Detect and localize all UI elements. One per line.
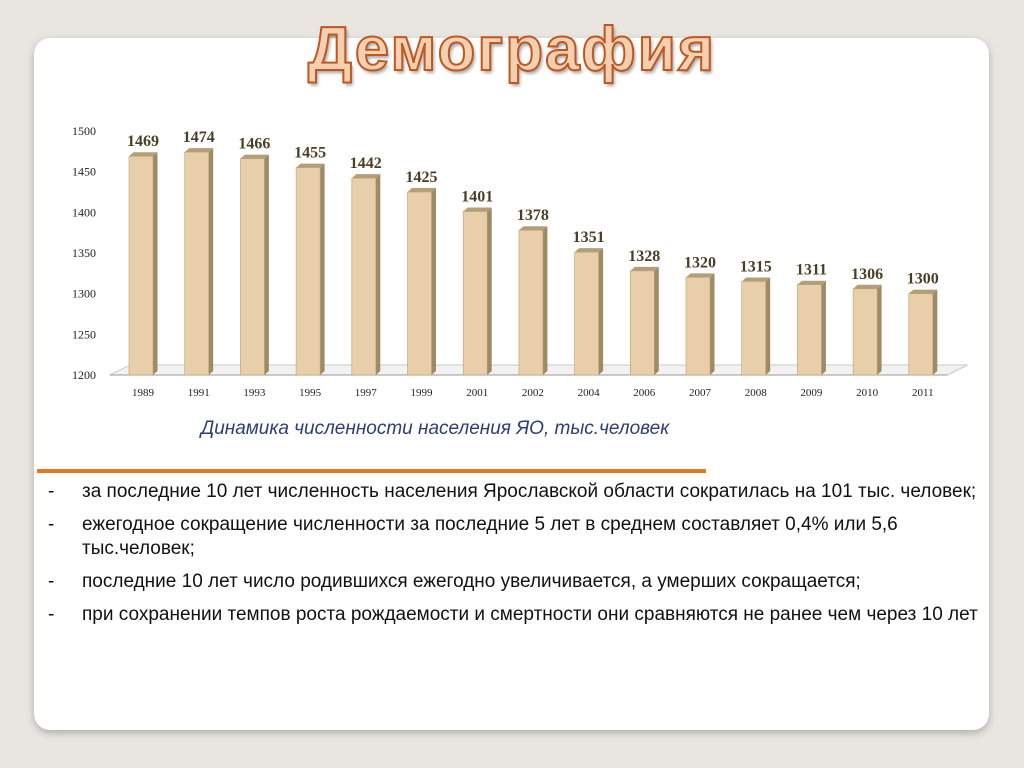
x-tick-label: 2001 (466, 387, 488, 399)
bar-side (542, 226, 548, 375)
bar (518, 229, 544, 376)
bullet-text: при сохранении темпов роста рождаемости … (82, 604, 978, 625)
bullet-text: за последние 10 лет численность населени… (82, 481, 977, 502)
bar-top (741, 277, 771, 282)
bar-side (375, 174, 381, 375)
bullet-item: - последние 10 лет число родившихся ежего… (48, 570, 978, 594)
bar-top (686, 273, 715, 278)
data-label: 1455 (294, 145, 326, 162)
data-label: 1425 (406, 169, 438, 186)
bar-top (797, 280, 826, 285)
y-tick-label: 1200 (72, 368, 96, 382)
bar-top (240, 154, 269, 159)
bar-side (877, 284, 882, 375)
y-tick-label: 1500 (72, 124, 96, 138)
bar (685, 277, 711, 376)
bar (741, 281, 767, 376)
bar-top (853, 284, 882, 289)
x-tick-label: 1999 (411, 387, 434, 399)
bullet-text: ежегодное сокращение численности за посл… (82, 514, 898, 559)
bullet-item: - при сохранении темпов роста рождаемости… (48, 603, 978, 627)
x-tick-label: 2007 (689, 387, 712, 399)
data-label: 1300 (907, 271, 939, 288)
bar (128, 155, 154, 376)
bullet-marker: - (48, 571, 55, 592)
bullet-list: - за последние 10 лет численность населен… (48, 480, 978, 636)
bar (184, 151, 209, 376)
bar-side (710, 273, 715, 375)
bar (407, 191, 432, 376)
bullet-marker: - (48, 481, 55, 502)
bar (908, 293, 934, 376)
y-tick-label: 1350 (72, 246, 96, 260)
bar-top (908, 289, 938, 294)
bar-top (463, 207, 492, 212)
x-tick-label: 2009 (800, 387, 823, 399)
bullet-text: последние 10 лет число родившихся ежегод… (82, 571, 861, 592)
x-tick-label: 1993 (243, 387, 266, 399)
data-label: 1466 (238, 136, 270, 153)
data-label: 1328 (628, 248, 660, 265)
bar-side (153, 152, 158, 375)
x-tick-label: 1989 (132, 387, 155, 399)
bar-top (351, 174, 381, 179)
bar-side (932, 289, 938, 375)
data-label: 1351 (573, 229, 605, 246)
data-label: 1306 (851, 266, 883, 283)
bar-top (407, 188, 436, 192)
bar-side (765, 277, 771, 375)
divider-line (37, 469, 706, 473)
data-label: 1474 (183, 129, 215, 146)
bar-side (320, 163, 325, 375)
x-tick-label: 1997 (355, 387, 378, 399)
bar-side (598, 248, 604, 375)
bar-top (296, 163, 325, 168)
y-tick-label: 1400 (72, 205, 96, 219)
x-tick-label: 2006 (633, 387, 656, 399)
bar (462, 211, 488, 376)
bar-side (821, 280, 826, 375)
bullet-item: - за последние 10 лет численность населен… (48, 480, 978, 504)
y-tick-label: 1300 (72, 287, 96, 301)
bar-side (208, 148, 214, 375)
bar-side (264, 154, 269, 375)
data-label: 1311 (796, 262, 827, 279)
bar-top (574, 248, 604, 253)
bar (295, 167, 321, 376)
bullet-item: - ежегодное сокращение численности за пос… (48, 513, 978, 561)
x-tick-label: 2011 (912, 387, 934, 399)
x-tick-label: 2004 (578, 387, 601, 399)
bar (240, 158, 265, 376)
data-label: 1315 (740, 258, 772, 275)
x-tick-label: 1991 (188, 387, 210, 399)
bar-top (630, 266, 659, 271)
slide-title: Демография (307, 14, 717, 85)
bar-side (487, 207, 492, 375)
bullet-marker: - (48, 604, 55, 625)
bar-top (184, 148, 214, 153)
bar (574, 251, 599, 376)
bar (351, 177, 377, 376)
x-tick-label: 2002 (522, 387, 544, 399)
data-label: 1469 (127, 133, 159, 150)
data-label: 1401 (461, 189, 493, 206)
y-tick-label: 1450 (72, 165, 96, 179)
bar (852, 288, 878, 376)
bar-side (431, 188, 436, 375)
bar-top (518, 226, 548, 231)
data-label: 1320 (684, 254, 716, 271)
y-tick-label: 1250 (72, 327, 96, 341)
data-label: 1442 (350, 155, 382, 172)
x-tick-label: 2008 (745, 387, 768, 399)
bar-side (654, 266, 659, 375)
bar-top (129, 152, 158, 157)
data-label: 1378 (517, 207, 549, 224)
chart-caption: Динамика численности населения ЯО, тыс.ч… (200, 418, 670, 439)
bullet-marker: - (48, 514, 55, 535)
x-tick-label: 2010 (856, 387, 879, 399)
bar (797, 284, 822, 376)
x-tick-label: 1995 (299, 387, 322, 399)
bar (629, 270, 655, 376)
